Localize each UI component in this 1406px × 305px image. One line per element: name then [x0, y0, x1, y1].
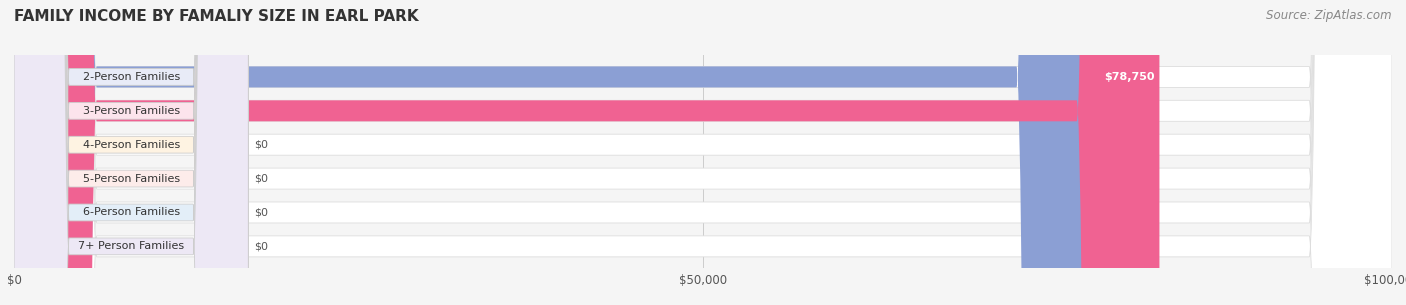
- FancyBboxPatch shape: [14, 0, 249, 305]
- Text: 6-Person Families: 6-Person Families: [83, 207, 180, 217]
- FancyBboxPatch shape: [14, 0, 249, 305]
- Text: Source: ZipAtlas.com: Source: ZipAtlas.com: [1267, 9, 1392, 22]
- FancyBboxPatch shape: [14, 0, 1392, 305]
- FancyBboxPatch shape: [14, 0, 1160, 305]
- FancyBboxPatch shape: [14, 0, 1392, 305]
- FancyBboxPatch shape: [14, 0, 1392, 305]
- FancyBboxPatch shape: [14, 0, 249, 305]
- Text: 5-Person Families: 5-Person Families: [83, 174, 180, 184]
- FancyBboxPatch shape: [14, 0, 1392, 305]
- Text: $0: $0: [254, 207, 267, 217]
- FancyBboxPatch shape: [14, 0, 1392, 305]
- Text: $83,125: $83,125: [1166, 106, 1215, 116]
- FancyBboxPatch shape: [14, 0, 1099, 305]
- Text: 7+ Person Families: 7+ Person Families: [79, 241, 184, 251]
- Text: 3-Person Families: 3-Person Families: [83, 106, 180, 116]
- FancyBboxPatch shape: [14, 0, 249, 305]
- Text: 2-Person Families: 2-Person Families: [83, 72, 180, 82]
- Text: 4-Person Families: 4-Person Families: [83, 140, 180, 150]
- Text: $78,750: $78,750: [1105, 72, 1156, 82]
- Text: $0: $0: [254, 241, 267, 251]
- Text: $0: $0: [254, 140, 267, 150]
- FancyBboxPatch shape: [14, 0, 249, 305]
- FancyBboxPatch shape: [14, 0, 249, 305]
- Text: $0: $0: [254, 174, 267, 184]
- Text: FAMILY INCOME BY FAMALIY SIZE IN EARL PARK: FAMILY INCOME BY FAMALIY SIZE IN EARL PA…: [14, 9, 419, 24]
- FancyBboxPatch shape: [14, 0, 1392, 305]
